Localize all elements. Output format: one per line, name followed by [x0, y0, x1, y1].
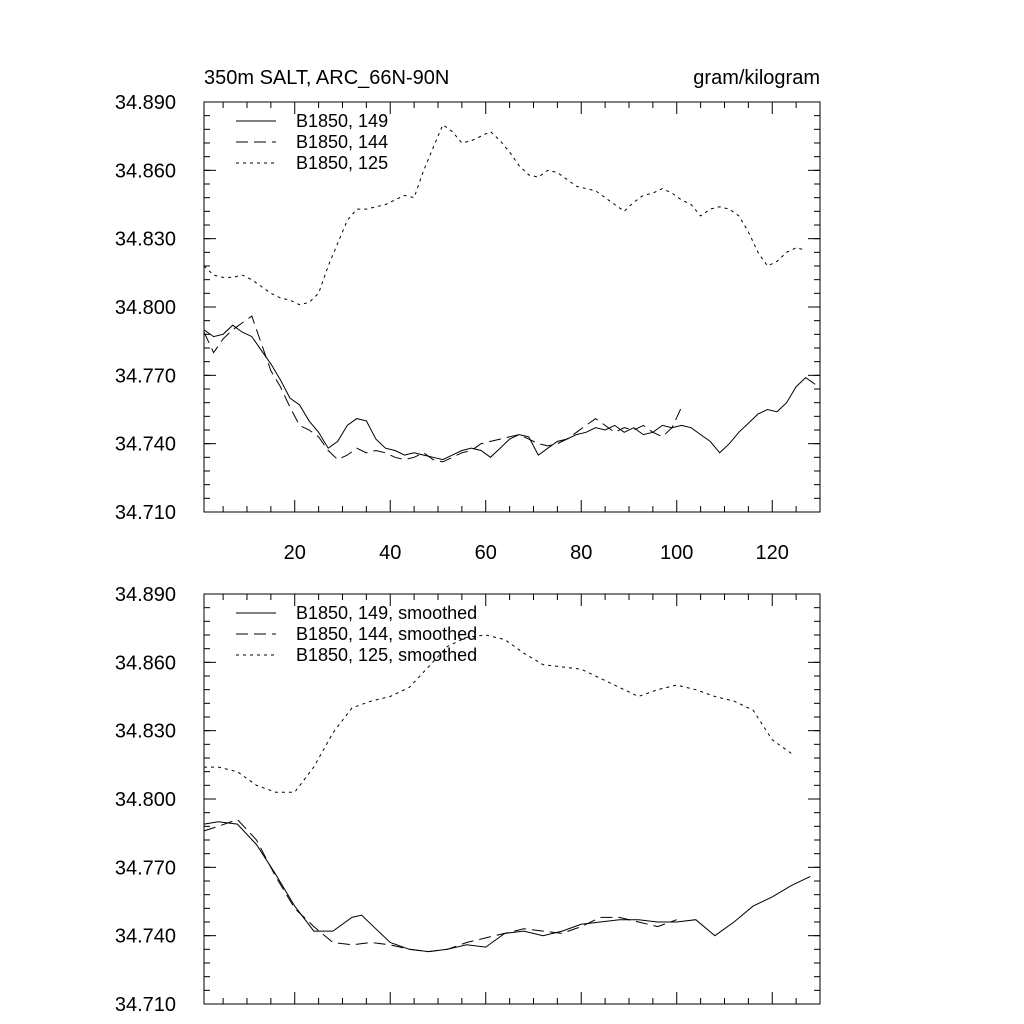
legend-label: B1850, 125, smoothed [296, 645, 477, 665]
series-line-3 [203, 124, 806, 306]
y-tick-label: 34.710 [115, 994, 176, 1016]
legend-label: B1850, 144 [296, 132, 388, 152]
y-tick-label: 34.890 [115, 584, 176, 606]
y-tick-label: 34.890 [115, 92, 176, 114]
y-tick-label: 34.830 [115, 229, 176, 251]
y-tick-label: 34.800 [115, 789, 176, 811]
y-tick-label: 34.860 [115, 652, 176, 674]
x-tick-label: 100 [660, 542, 693, 564]
bottom-panel: 34.890 34.860 34.830 34.800 34.770 34.740 34.7… [115, 584, 821, 1016]
y-tick-label: 34.740 [115, 434, 176, 456]
y-tick-label: 34.800 [115, 297, 176, 319]
y-tick-label: 34.770 [115, 857, 176, 879]
y-tick-label: 34.830 [115, 721, 176, 743]
series-line-2 [203, 315, 682, 463]
x-tick-label: 80 [570, 542, 592, 564]
x-tick-label: 120 [756, 542, 789, 564]
y-tick-label: 34.710 [115, 502, 176, 524]
chart-title: 350m SALT, ARC_66N-90N [204, 67, 449, 89]
chart-units: gram/kilogram [693, 67, 820, 89]
y-tick-label: 34.770 [115, 365, 176, 387]
legend-label: B1850, 149, smoothed [296, 603, 477, 623]
y-tick-label: 34.740 [115, 926, 176, 948]
legend-label: B1850, 144, smoothed [296, 624, 477, 644]
y-tick-label: 34.860 [115, 160, 176, 182]
legend-label: B1850, 149 [296, 111, 388, 131]
x-tick-label: 20 [284, 542, 306, 564]
series-line-1 [203, 821, 811, 953]
x-tick-label: 60 [475, 542, 497, 564]
top-panel: 34.890 34.860 34.830 34.800 34.770 34.740 34.7… [115, 92, 821, 564]
series-line-2 [203, 818, 677, 953]
series-line-3 [204, 634, 792, 793]
legend-label: B1850, 125 [296, 153, 388, 173]
x-tick-label: 40 [379, 542, 401, 564]
series-line-1 [203, 324, 816, 461]
